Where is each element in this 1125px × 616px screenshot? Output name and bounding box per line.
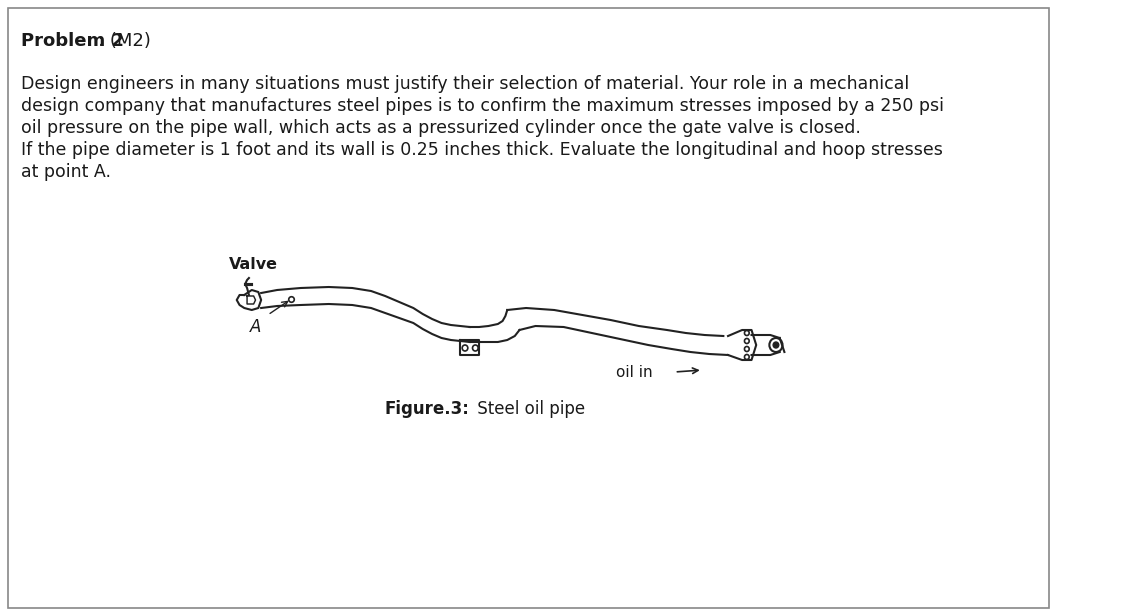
Text: If the pipe diameter is 1 foot and its wall is 0.25 inches thick. Evaluate the l: If the pipe diameter is 1 foot and its w… <box>20 141 943 159</box>
Text: A: A <box>250 318 261 336</box>
Text: oil in: oil in <box>616 365 652 380</box>
Text: : (M2): : (M2) <box>98 32 151 50</box>
Text: design company that manufactures steel pipes is to confirm the maximum stresses : design company that manufactures steel p… <box>20 97 944 115</box>
Text: Design engineers in many situations must justify their selection of material. Yo: Design engineers in many situations must… <box>20 75 909 93</box>
Text: Problem 2: Problem 2 <box>20 32 124 50</box>
Text: Valve: Valve <box>229 257 278 272</box>
Text: Figure.3:: Figure.3: <box>385 400 470 418</box>
Text: Steel oil pipe: Steel oil pipe <box>471 400 585 418</box>
Text: oil pressure on the pipe wall, which acts as a pressurized cylinder once the gat: oil pressure on the pipe wall, which act… <box>20 119 861 137</box>
Text: at point A.: at point A. <box>20 163 110 181</box>
Circle shape <box>773 342 778 348</box>
FancyBboxPatch shape <box>8 8 1050 608</box>
